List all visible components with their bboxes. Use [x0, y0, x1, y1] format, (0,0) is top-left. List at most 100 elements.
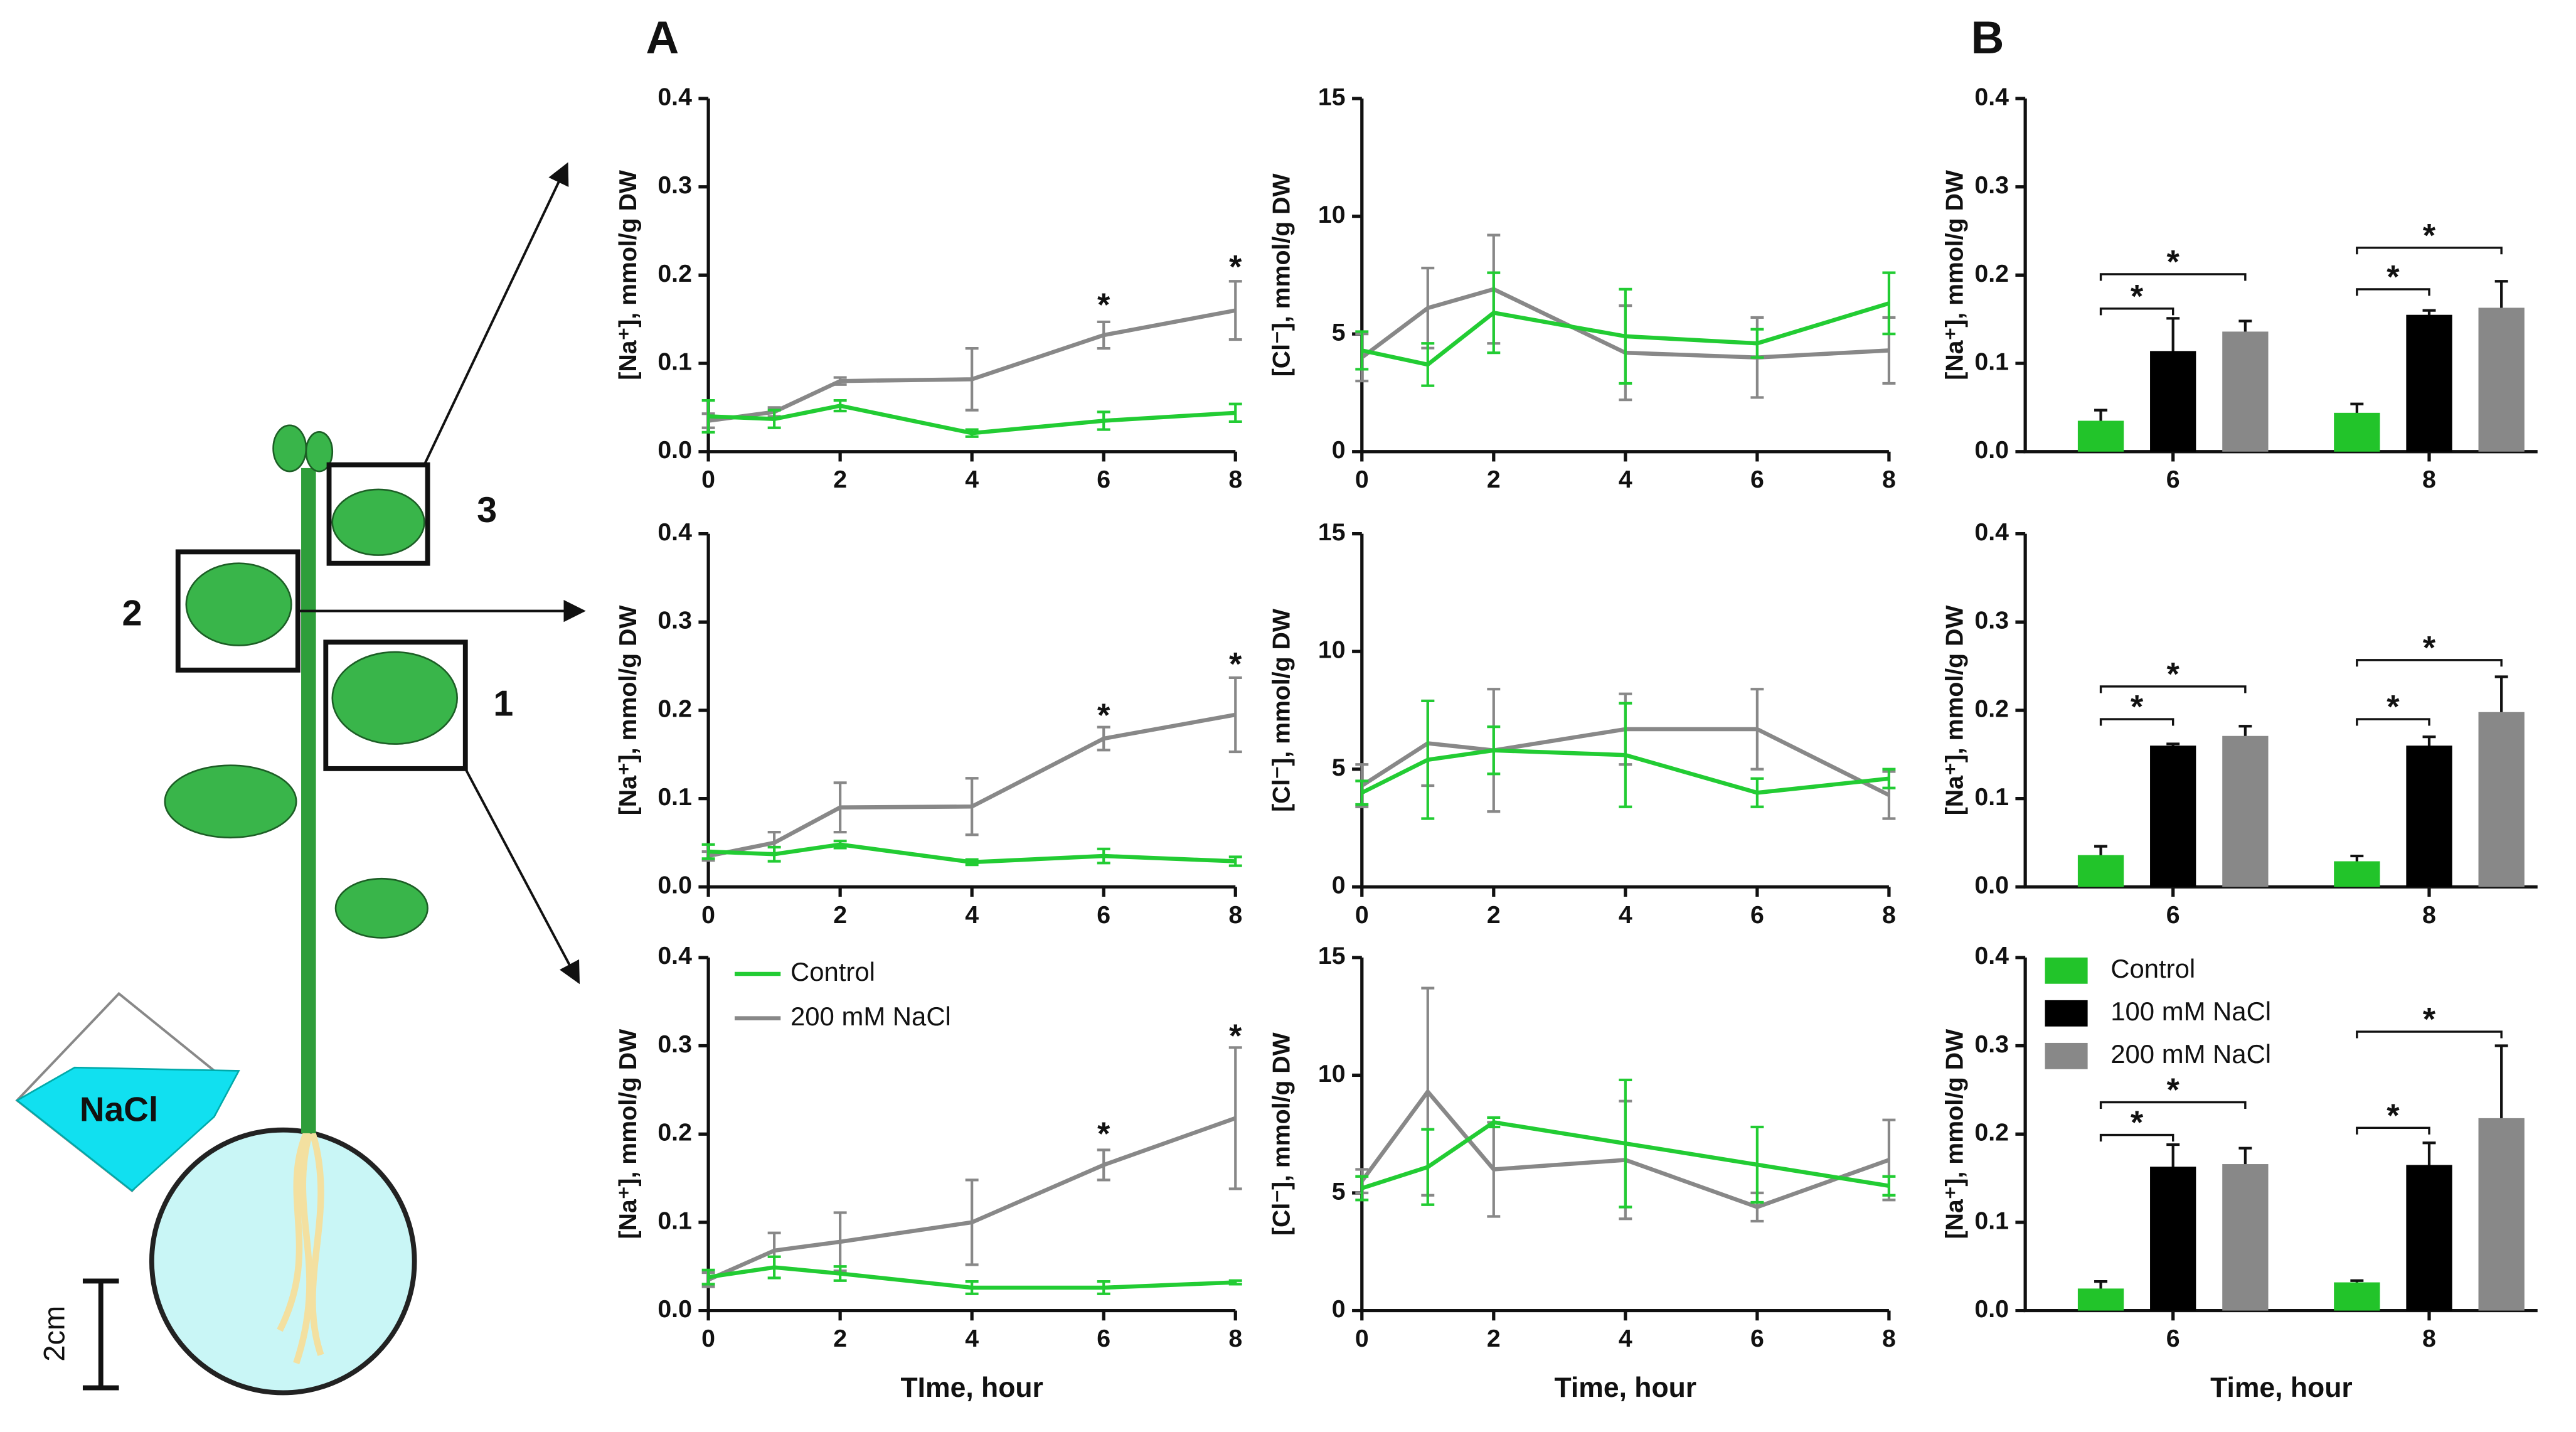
bar: [2077, 855, 2124, 887]
significance-bracket: [2099, 685, 2247, 693]
leaf: [164, 764, 297, 839]
y-tick-label: 0.1: [657, 783, 692, 811]
box-label: 1: [493, 684, 513, 724]
significance: *: [1097, 698, 1110, 734]
significance-bracket: [2356, 288, 2430, 296]
x-tick-label: 4: [1619, 901, 1632, 929]
significance: *: [1229, 646, 1242, 683]
significance-bracket: [2356, 1126, 2430, 1135]
legend-swatch: [2045, 1000, 2088, 1027]
y-tick-label: 0.4: [657, 518, 692, 546]
x-axis-label: TIme, hour: [900, 1372, 1043, 1403]
x-tick-label: 6: [1097, 1325, 1110, 1352]
x-tick-label: 8: [1882, 1325, 1896, 1352]
x-tick-label: 4: [965, 466, 979, 493]
bar: [2150, 745, 2196, 887]
bar: [2406, 1165, 2452, 1311]
scale-label: 2cm: [38, 1306, 71, 1362]
y-tick-label: 0.4: [657, 83, 692, 110]
x-tick-label: 0: [701, 1325, 715, 1352]
y-tick-label: 15: [1318, 518, 1346, 546]
y-tick-label: 10: [1318, 1060, 1346, 1087]
line: [707, 1116, 1237, 1282]
y-tick-label: 0.3: [1974, 607, 2009, 634]
y-tick-label: 15: [1318, 942, 1346, 970]
x-tick-label: 8: [2422, 466, 2436, 493]
legend-label: 200 mM NaCl: [2110, 1039, 2271, 1069]
y-axis-label: [Cl⁻], mmol/g DW: [1268, 173, 1296, 377]
x-tick-label: 8: [1228, 1325, 1242, 1352]
line: [1361, 1120, 1890, 1190]
y-tick-label: 5: [1332, 1177, 1346, 1205]
significance: *: [1229, 1018, 1242, 1054]
x-tick-label: 6: [1097, 466, 1110, 493]
significance-bracket: [2099, 307, 2174, 316]
x-axis-label: Time, hour: [2210, 1372, 2353, 1403]
x-tick-label: 6: [2166, 901, 2180, 929]
pot: [149, 1127, 417, 1396]
bar: [2478, 307, 2525, 452]
y-tick-label: 0.4: [1974, 83, 2009, 110]
significance: *: [2423, 1002, 2436, 1038]
line: [708, 308, 1236, 423]
roots: [277, 1131, 324, 1364]
significance-bracket: [2356, 659, 2503, 667]
significance: *: [2387, 689, 2400, 725]
x-tick-label: 2: [833, 1325, 847, 1352]
x-tick-label: 2: [833, 901, 847, 929]
legend-swatch: [2045, 957, 2088, 984]
y-tick-label: 0.2: [657, 695, 692, 722]
leaf: [185, 562, 292, 646]
x-tick-label: 6: [1750, 901, 1764, 929]
bar: [2406, 745, 2452, 887]
axis: [2023, 533, 2538, 889]
box-label: 3: [477, 490, 497, 530]
significance: *: [2131, 279, 2144, 315]
y-tick-label: 0.2: [1974, 1119, 2009, 1146]
y-tick-label: 0.0: [1974, 1295, 2009, 1323]
y-tick-label: 0.1: [1974, 783, 2009, 811]
x-tick-label: 4: [1619, 466, 1632, 493]
line: [1361, 748, 1890, 795]
y-tick-label: 0.2: [1974, 260, 2009, 287]
stem: [301, 468, 316, 1133]
line: [708, 712, 1236, 858]
y-axis-label: [Cl⁻], mmol/g DW: [1268, 609, 1296, 812]
y-tick-label: 0.3: [657, 171, 692, 199]
significance-bracket: [2099, 1101, 2247, 1109]
y-tick-label: 0.3: [657, 1030, 692, 1058]
y-axis-label: [Na⁺], mmol/g DW: [614, 1029, 642, 1239]
x-axis-label: Time, hour: [1555, 1372, 1697, 1403]
line: [708, 842, 1236, 865]
legend-label: 100 mM NaCl: [2110, 997, 2271, 1026]
y-tick-label: 0.0: [657, 872, 692, 899]
x-tick-label: 6: [2166, 1325, 2180, 1352]
arrow: [464, 767, 580, 985]
box-3: [326, 462, 430, 566]
x-tick-label: 6: [1750, 466, 1764, 493]
line: [1360, 287, 1890, 360]
x-tick-label: 8: [1228, 901, 1242, 929]
y-tick-label: 0.0: [657, 1295, 692, 1323]
significance: *: [2167, 244, 2180, 281]
significance: *: [2423, 218, 2436, 254]
significance: *: [2131, 1105, 2144, 1141]
bar: [2077, 420, 2124, 452]
y-tick-label: 5: [1332, 754, 1346, 781]
x-tick-label: 8: [1882, 466, 1896, 493]
line: [708, 403, 1236, 435]
reagent-fill: [15, 1066, 240, 1192]
error-bar: [1882, 767, 1896, 789]
y-tick-label: 0: [1332, 1295, 1346, 1323]
y-axis-label: [Na⁺], mmol/g DW: [614, 606, 642, 816]
significance: *: [1229, 249, 1242, 286]
y-tick-label: 0.1: [1974, 348, 2009, 375]
x-tick-label: 2: [1487, 466, 1501, 493]
line: [708, 1265, 1236, 1290]
bar: [2222, 1164, 2269, 1311]
y-tick-label: 0.3: [1974, 1030, 2009, 1058]
x-tick-label: 4: [965, 901, 979, 929]
bar: [2478, 712, 2525, 887]
x-tick-label: 2: [1487, 1325, 1501, 1352]
significance-bracket: [2356, 1030, 2503, 1039]
